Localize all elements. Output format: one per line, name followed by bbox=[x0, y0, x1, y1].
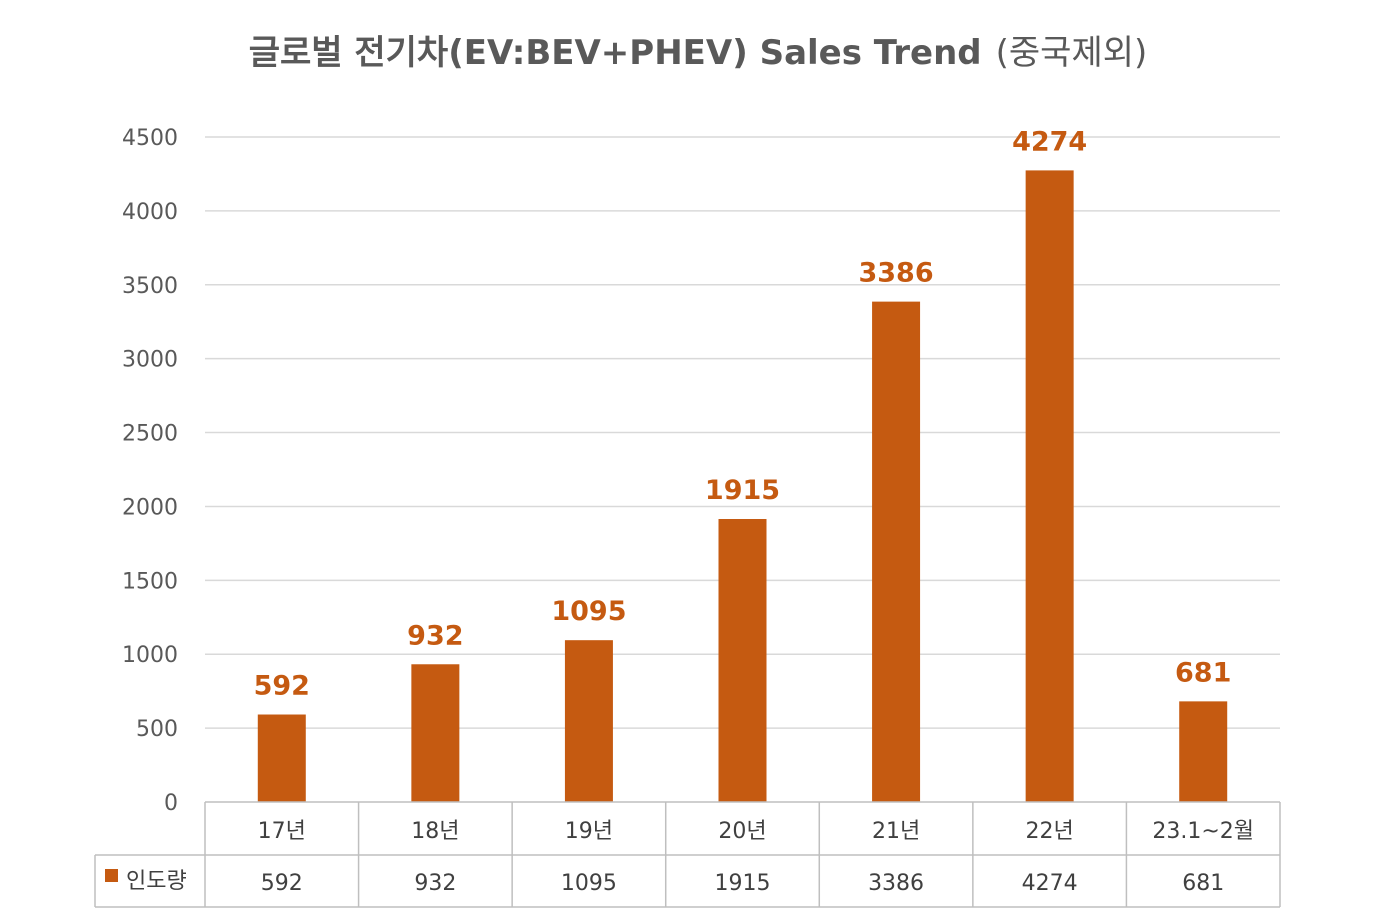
bars bbox=[257, 170, 1228, 803]
y-tick-label: 1000 bbox=[122, 643, 178, 668]
y-tick-label: 4000 bbox=[122, 200, 178, 225]
bar bbox=[1025, 170, 1074, 803]
y-tick-label: 2000 bbox=[122, 495, 178, 520]
y-tick-label: 4500 bbox=[122, 126, 178, 151]
x-tick-label: 21년 bbox=[872, 819, 920, 844]
bar bbox=[1179, 701, 1228, 802]
table-cell: 3386 bbox=[868, 871, 924, 896]
x-tick-label: 20년 bbox=[718, 819, 766, 844]
table-cell: 1095 bbox=[561, 871, 617, 896]
data-label: 1095 bbox=[551, 596, 626, 627]
bar bbox=[257, 714, 306, 802]
y-tick-label: 1500 bbox=[122, 569, 178, 594]
data-label: 932 bbox=[407, 620, 463, 651]
y-tick-label: 3000 bbox=[122, 348, 178, 373]
y-tick-label: 0 bbox=[164, 791, 178, 816]
data-label: 681 bbox=[1175, 657, 1231, 688]
x-tick-label: 23.1~2월 bbox=[1152, 819, 1254, 844]
data-labels: 592 932 1095 1915 3386 4274 681 bbox=[254, 126, 1232, 701]
bar bbox=[718, 519, 767, 802]
x-tick-label: 22년 bbox=[1026, 819, 1074, 844]
table-cell: 932 bbox=[414, 871, 456, 896]
data-label: 4274 bbox=[1012, 126, 1087, 157]
legend-label: 인도량 bbox=[126, 869, 187, 894]
y-axis-tick-labels: 0 500 1000 1500 2000 2500 3000 3500 4000 4500 bbox=[122, 126, 178, 816]
bar bbox=[872, 301, 921, 802]
data-label: 1915 bbox=[705, 475, 780, 506]
y-tick-label: 2500 bbox=[122, 422, 178, 447]
x-tick-label: 17년 bbox=[258, 819, 306, 844]
data-label: 3386 bbox=[858, 258, 933, 289]
y-tick-label: 500 bbox=[136, 717, 178, 742]
x-tick-label: 19년 bbox=[565, 819, 613, 844]
table-cell: 1915 bbox=[715, 871, 771, 896]
data-label: 592 bbox=[254, 671, 310, 702]
chart-title-main: 글로벌 전기차(EV:BEV+PHEV) Sales Trend bbox=[249, 33, 982, 73]
chart-title-sub: (중국제외) bbox=[996, 33, 1148, 73]
data-table: 17년 18년 19년 20년 21년 22년 23.1~2월 592 932 1095 1915 3… bbox=[94, 801, 1281, 908]
chart-title: 글로벌 전기차(EV:BEV+PHEV) Sales Trend (중국제외) bbox=[249, 33, 1148, 73]
table-cell: 592 bbox=[261, 871, 303, 896]
legend-swatch bbox=[105, 869, 118, 882]
bar bbox=[564, 640, 613, 802]
bar bbox=[411, 664, 460, 802]
gridlines bbox=[205, 136, 1280, 729]
y-tick-label: 3500 bbox=[122, 274, 178, 299]
table-cell: 681 bbox=[1182, 871, 1224, 896]
table-cell: 4274 bbox=[1022, 871, 1078, 896]
x-tick-label: 18년 bbox=[411, 819, 459, 844]
